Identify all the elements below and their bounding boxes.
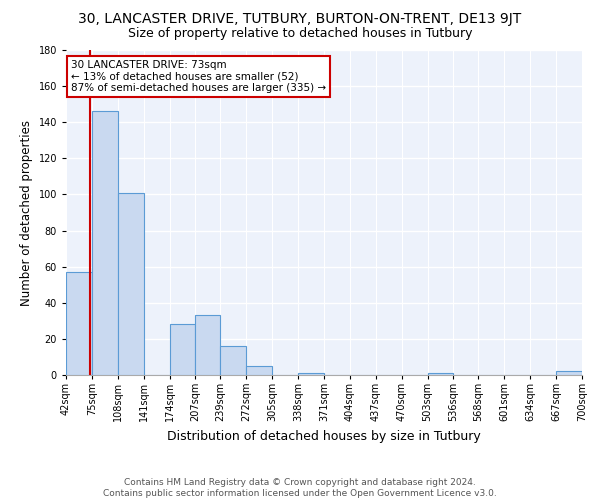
Bar [247,366,272,375]
Text: 30, LANCASTER DRIVE, TUTBURY, BURTON-ON-TRENT, DE13 9JT: 30, LANCASTER DRIVE, TUTBURY, BURTON-ON-… [79,12,521,26]
Bar [428,373,454,375]
Text: 30 LANCASTER DRIVE: 73sqm
← 13% of detached houses are smaller (52)
87% of semi-: 30 LANCASTER DRIVE: 73sqm ← 13% of detac… [71,60,326,93]
Bar [118,192,143,375]
Bar [298,373,324,375]
Bar [66,272,92,375]
Bar [220,346,247,375]
Bar [92,112,118,375]
Bar [170,324,196,375]
Bar [556,372,582,375]
Y-axis label: Number of detached properties: Number of detached properties [20,120,33,306]
Bar [196,316,220,375]
Text: Size of property relative to detached houses in Tutbury: Size of property relative to detached ho… [128,28,472,40]
X-axis label: Distribution of detached houses by size in Tutbury: Distribution of detached houses by size … [167,430,481,443]
Text: Contains HM Land Registry data © Crown copyright and database right 2024.
Contai: Contains HM Land Registry data © Crown c… [103,478,497,498]
